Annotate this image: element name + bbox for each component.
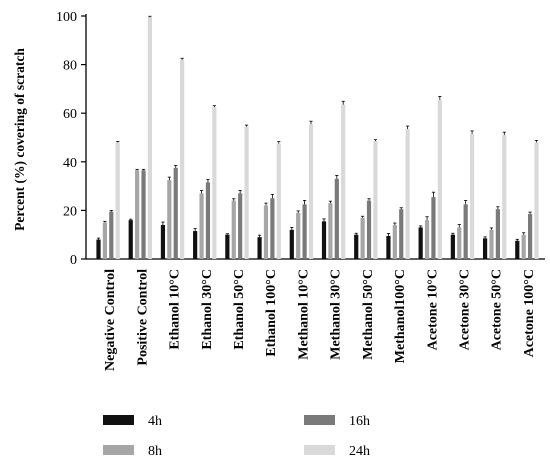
bar bbox=[534, 142, 539, 259]
bar bbox=[399, 209, 404, 259]
bar bbox=[521, 234, 526, 259]
y-tick-label: 40 bbox=[63, 156, 77, 171]
bar bbox=[373, 141, 378, 259]
category-label: Acetone 30°C bbox=[457, 269, 472, 350]
bar bbox=[102, 222, 108, 259]
bar bbox=[173, 167, 178, 259]
bar bbox=[289, 229, 294, 259]
y-tick-label: 60 bbox=[63, 107, 77, 122]
bar bbox=[115, 142, 120, 259]
bar bbox=[463, 204, 468, 259]
category-label: Acetone 10°C bbox=[425, 269, 440, 350]
bar bbox=[109, 211, 114, 259]
category-label: Ethanol 10°C bbox=[168, 269, 183, 350]
bar bbox=[457, 227, 462, 259]
bar bbox=[495, 209, 500, 259]
y-axis-title: Percent (%) covering of scratch bbox=[12, 48, 27, 231]
category-label: Methanol 30°C bbox=[329, 269, 344, 360]
category-label: Ethanol 30°C bbox=[200, 269, 215, 350]
category-label: Acetone 50°C bbox=[490, 269, 505, 350]
legend-swatch bbox=[304, 445, 335, 455]
bar bbox=[341, 104, 346, 259]
legend-label: 4h bbox=[148, 414, 162, 429]
bar bbox=[96, 239, 101, 259]
category-label: Methanol 50°C bbox=[361, 269, 376, 360]
legend-label: 16h bbox=[349, 414, 370, 429]
bar bbox=[437, 99, 442, 260]
bar bbox=[225, 234, 230, 259]
bar bbox=[205, 182, 211, 259]
bar bbox=[160, 224, 166, 259]
category-label: Positive Control bbox=[135, 269, 150, 366]
bar bbox=[302, 204, 307, 259]
bar bbox=[212, 107, 217, 259]
y-tick-label: 20 bbox=[63, 204, 77, 219]
bar bbox=[270, 198, 275, 259]
bar bbox=[257, 237, 262, 259]
bar bbox=[180, 59, 185, 259]
y-tick-label: 100 bbox=[56, 10, 77, 25]
category-label: Methanol 10°C bbox=[296, 269, 311, 360]
bar bbox=[418, 227, 423, 259]
bar bbox=[135, 170, 140, 259]
bar bbox=[386, 235, 391, 259]
bar bbox=[199, 193, 204, 259]
bar bbox=[128, 220, 133, 259]
legend: 4h 8h 16h 24h bbox=[103, 414, 370, 459]
bar bbox=[244, 126, 249, 259]
bar bbox=[392, 224, 397, 259]
bar bbox=[515, 240, 520, 259]
y-tick-label: 80 bbox=[63, 59, 77, 74]
bar bbox=[366, 200, 372, 259]
bar bbox=[141, 170, 146, 259]
bar bbox=[354, 234, 359, 259]
category-label: Methanol100°C bbox=[393, 269, 408, 363]
y-tick-label: 0 bbox=[70, 253, 77, 268]
bar bbox=[334, 178, 339, 259]
legend-swatch bbox=[103, 415, 134, 425]
bar bbox=[405, 128, 410, 259]
bar bbox=[238, 193, 243, 259]
bar bbox=[193, 231, 198, 259]
bar bbox=[231, 200, 236, 259]
category-label: Ethanol 50°C bbox=[232, 269, 247, 350]
category-labels: Negative Control Positive Control Ethanol … bbox=[103, 269, 537, 371]
bar bbox=[469, 133, 475, 259]
bar bbox=[489, 229, 494, 259]
bar bbox=[360, 217, 365, 259]
legend-label: 8h bbox=[148, 444, 162, 459]
bar bbox=[308, 124, 314, 259]
bar bbox=[147, 17, 153, 260]
bar bbox=[527, 214, 533, 259]
bar bbox=[431, 197, 436, 259]
legend-swatch bbox=[304, 415, 335, 425]
bar bbox=[450, 234, 455, 259]
legend-swatch bbox=[103, 445, 134, 455]
bar bbox=[328, 203, 333, 259]
bar bbox=[276, 143, 281, 259]
legend-label: 24h bbox=[349, 444, 370, 459]
category-label: Negative Control bbox=[103, 269, 118, 371]
bar bbox=[167, 180, 172, 259]
bar bbox=[424, 220, 430, 259]
bar bbox=[263, 205, 269, 259]
bar bbox=[502, 135, 507, 259]
bar bbox=[482, 238, 488, 259]
bar bbox=[321, 221, 327, 259]
category-label: Ethanol 100°C bbox=[264, 269, 279, 357]
bar bbox=[296, 212, 301, 259]
bars bbox=[96, 15, 539, 260]
category-label: Acetone 100°C bbox=[522, 269, 537, 357]
